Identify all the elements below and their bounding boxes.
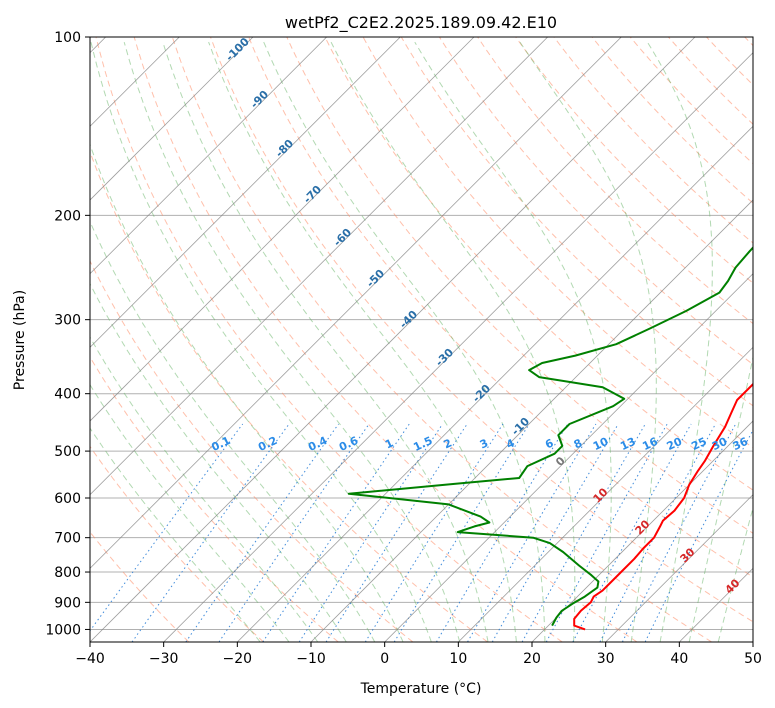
y-tick-label: 900 <box>54 595 81 611</box>
mixing-ratio-label: 25 <box>689 435 708 453</box>
mixing-ratio-label: 30 <box>710 435 730 453</box>
isotherm-line <box>90 37 475 422</box>
dry-adiabat <box>515 37 753 284</box>
y-tick-label: 300 <box>54 313 81 329</box>
dry-adiabat <box>133 37 638 642</box>
moist-adiabat <box>208 41 517 642</box>
isotherm-line <box>310 199 753 642</box>
isotherm-line <box>90 37 622 569</box>
moist-adiabat <box>646 41 713 642</box>
moist-adiabat <box>519 41 657 642</box>
mixing-ratio-line <box>298 423 444 642</box>
isotherm-line <box>90 37 254 201</box>
moist-adiabat <box>90 220 376 642</box>
y-axis-label: Pressure (hPa) <box>12 290 28 390</box>
plot-area <box>90 37 753 642</box>
mixing-ratio-line <box>90 423 244 632</box>
dewpoint-profile-line <box>347 246 753 627</box>
mixing-ratio-label: 10 <box>591 435 611 453</box>
dry-adiabat <box>171 37 712 642</box>
isotherm-line <box>384 273 753 642</box>
dry-adiabat <box>95 37 563 642</box>
temperature-profile-line <box>573 382 753 631</box>
mixing-ratio-label: 13 <box>618 435 637 453</box>
x-tick-label: −20 <box>223 651 253 667</box>
moist-adiabat <box>90 336 319 642</box>
mixing-ratio-line <box>185 423 340 642</box>
dry-adiabat <box>324 37 753 491</box>
x-axis-label: Temperature (°C) <box>360 681 482 697</box>
y-tick-label: 600 <box>54 491 81 507</box>
mixing-ratio-line <box>131 423 290 642</box>
isotherm-line <box>605 494 753 642</box>
y-tick-label: 700 <box>54 531 81 547</box>
x-tick-label: 10 <box>449 651 467 667</box>
moist-adiabat <box>330 41 576 642</box>
moist-adiabat <box>90 427 261 642</box>
moist-adiabat <box>90 41 432 642</box>
y-tick-label: 100 <box>54 30 81 46</box>
dry-adiabat <box>286 37 753 534</box>
isotherm-line <box>531 420 753 642</box>
plot-frame <box>89 36 754 643</box>
mixing-ratio-line <box>545 423 668 642</box>
y-tick-label: 1000 <box>45 622 81 638</box>
x-tick-label: −40 <box>75 651 105 667</box>
mixing-ratio-line <box>435 423 569 642</box>
moist-adiabat <box>688 355 753 642</box>
y-tick-label: 400 <box>54 387 81 403</box>
moist-adiabat <box>123 41 461 642</box>
x-tick-label: −10 <box>296 651 326 667</box>
mixing-ratio-label: 20 <box>665 435 685 453</box>
moist-adiabat <box>162 41 489 642</box>
x-tick-label: 0 <box>380 651 389 667</box>
isotherm-line <box>90 37 548 496</box>
mixing-ratio-line <box>262 423 410 642</box>
x-tick-label: 30 <box>597 651 615 667</box>
dry-adiabat <box>210 37 753 623</box>
mixing-ratio-label: 36 <box>731 435 751 453</box>
isotherm-line <box>90 37 696 642</box>
y-tick-label: 800 <box>54 565 81 581</box>
mixing-ratio-line <box>467 423 597 642</box>
mixing-ratio-line <box>491 423 619 642</box>
isotherm-line <box>90 37 401 348</box>
x-tick-label: 20 <box>523 651 541 667</box>
moist-adiabat <box>263 41 546 642</box>
dry-adiabat <box>90 445 264 642</box>
chart-title: wetPf2_C2E2.2025.189.09.42.E10 <box>285 13 557 33</box>
moist-adiabat <box>90 142 404 642</box>
x-tick-label: −30 <box>149 651 179 667</box>
moist-adiabat <box>717 506 753 642</box>
y-tick-label: 500 <box>54 444 81 460</box>
dry-adiabat <box>248 37 753 578</box>
isotherm-line <box>752 641 753 642</box>
y-tick-label: 200 <box>54 208 81 224</box>
mixing-ratio-label: 16 <box>640 435 660 453</box>
x-tick-label: 50 <box>744 651 762 667</box>
isotherm-line <box>163 52 753 642</box>
isotherm-line <box>90 37 327 275</box>
x-tick-label: 40 <box>670 651 688 667</box>
dry-adiabat <box>90 259 414 642</box>
mixing-ratio-line <box>218 423 370 642</box>
isotherm-line <box>237 125 753 642</box>
isotherm-line <box>458 346 753 642</box>
moist-adiabat <box>90 282 347 642</box>
moist-adiabat <box>414 41 612 642</box>
